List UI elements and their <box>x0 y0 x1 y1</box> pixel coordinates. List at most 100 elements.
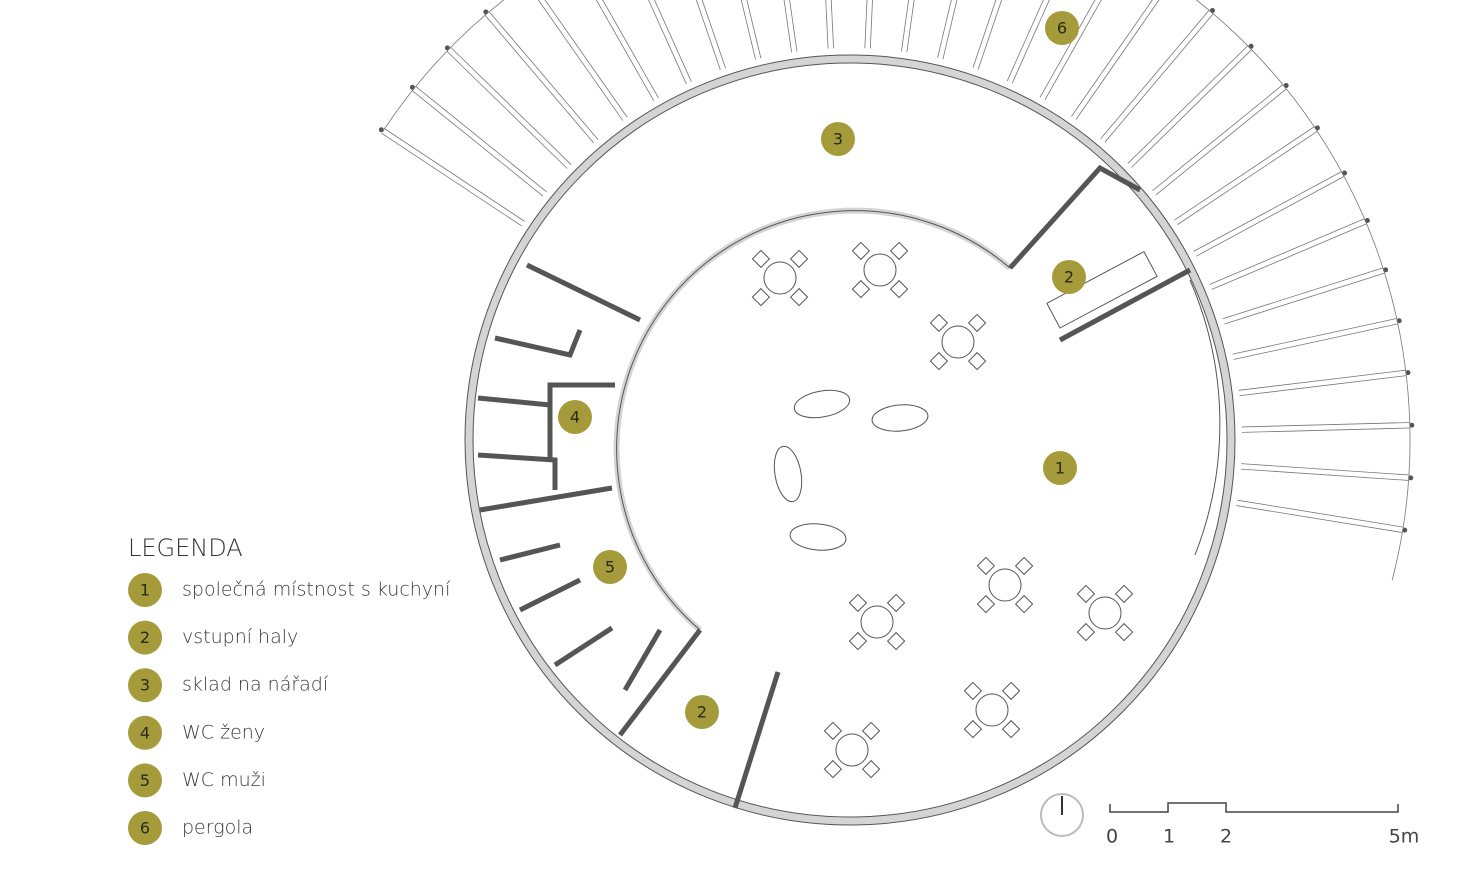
pergola-beam <box>1076 0 1172 120</box>
chair <box>930 353 947 370</box>
inner-wall <box>617 211 1010 630</box>
chair <box>852 242 869 259</box>
legend-title: LEGENDA <box>128 534 243 562</box>
pergola-post <box>1210 8 1215 13</box>
legend-label: sklad na nářadí <box>182 674 329 696</box>
legend-number: 1 <box>140 581 150 600</box>
pergola-beam <box>575 0 658 98</box>
pergola-beam <box>1242 423 1410 427</box>
pergola-beam <box>1236 506 1402 533</box>
table <box>764 262 796 294</box>
pergola-beam <box>1223 268 1383 319</box>
legend-number: 6 <box>140 819 150 838</box>
pergola-beam <box>451 47 571 164</box>
pergola-beam <box>617 0 686 84</box>
pergola-beam <box>1239 376 1406 396</box>
marker-number: 1 <box>1055 459 1065 478</box>
pergola-post <box>483 9 488 14</box>
marker-number: 4 <box>570 408 580 427</box>
table <box>1089 597 1121 629</box>
pergola-beam <box>1212 224 1367 290</box>
chair <box>1077 624 1094 641</box>
marker-number: 6 <box>1057 19 1067 38</box>
pergola-beam <box>382 133 522 226</box>
chair <box>1116 585 1133 602</box>
pergola-beam <box>571 0 654 101</box>
pergola-beam <box>447 51 567 168</box>
pergola-beam <box>1105 14 1213 142</box>
marker-number: 3 <box>833 130 843 149</box>
table <box>942 326 974 358</box>
pergola-beam <box>1156 89 1286 195</box>
pergola-beam <box>1237 500 1403 527</box>
pergola-post <box>1315 125 1320 130</box>
table <box>989 569 1021 601</box>
legend-number: 2 <box>140 628 150 647</box>
chair <box>964 682 981 699</box>
pergola-beam <box>1210 219 1365 285</box>
sofa <box>770 444 805 504</box>
pergola-beam <box>973 0 1027 68</box>
chair <box>1016 557 1033 574</box>
pergola-beam <box>1178 131 1318 224</box>
pergola-beam <box>1241 464 1409 475</box>
pergola-beam <box>1174 127 1314 220</box>
floor-plan: 6 3 2 4 1 5 2 LEGENDA 1společná místnost… <box>0 0 1484 890</box>
marker-number: 2 <box>1064 268 1074 287</box>
pergola-beam <box>938 0 977 58</box>
legend-number: 3 <box>140 676 150 695</box>
marker-number: 2 <box>697 703 707 722</box>
chair <box>863 761 880 778</box>
pergola-beam <box>978 0 1032 70</box>
pergola-beam <box>722 0 761 58</box>
pergola-beam <box>907 0 930 52</box>
chair <box>849 633 866 650</box>
chair <box>863 722 880 739</box>
chair <box>1003 682 1020 699</box>
pergola-beam <box>943 0 982 59</box>
pergola-beam <box>1232 319 1396 355</box>
pergola-beam <box>1071 0 1167 117</box>
pergola-beam <box>385 129 525 222</box>
table <box>861 606 893 638</box>
pergola-beam <box>1242 428 1410 432</box>
chair <box>888 633 905 650</box>
chair <box>977 596 994 613</box>
pergola-beam <box>526 0 622 121</box>
chair <box>791 250 808 267</box>
legend-label: pergola <box>182 817 253 839</box>
scale-label: 1 <box>1163 826 1175 848</box>
furniture <box>752 242 1132 777</box>
chair <box>791 289 808 306</box>
sofa <box>792 386 852 421</box>
pergola-beam <box>1239 370 1406 390</box>
pergola-beam <box>1234 324 1398 360</box>
chair <box>930 314 947 331</box>
pergola-post <box>1249 44 1254 49</box>
legend-number: 4 <box>140 723 150 742</box>
marker-number: 5 <box>605 558 615 577</box>
pergola-beam <box>1128 46 1248 164</box>
chair <box>1077 585 1094 602</box>
sofa <box>789 522 847 553</box>
table <box>836 734 868 766</box>
scale-bar <box>1110 803 1398 812</box>
pergola-beam <box>1241 469 1409 480</box>
pergola-post <box>1284 83 1289 88</box>
legend-label: WC ženy <box>182 721 265 743</box>
chair <box>752 289 769 306</box>
chair <box>1003 721 1020 738</box>
pergola-beam <box>768 0 792 52</box>
chair <box>977 557 994 574</box>
chair <box>752 250 769 267</box>
table <box>976 694 1008 726</box>
pergola-beam <box>489 12 598 140</box>
legend-label: WC muži <box>182 769 266 791</box>
chair <box>969 314 986 331</box>
chair <box>891 242 908 259</box>
chair <box>849 594 866 611</box>
pergola-beam <box>1196 176 1344 256</box>
pergola-beam <box>1224 273 1384 324</box>
chair <box>891 281 908 298</box>
